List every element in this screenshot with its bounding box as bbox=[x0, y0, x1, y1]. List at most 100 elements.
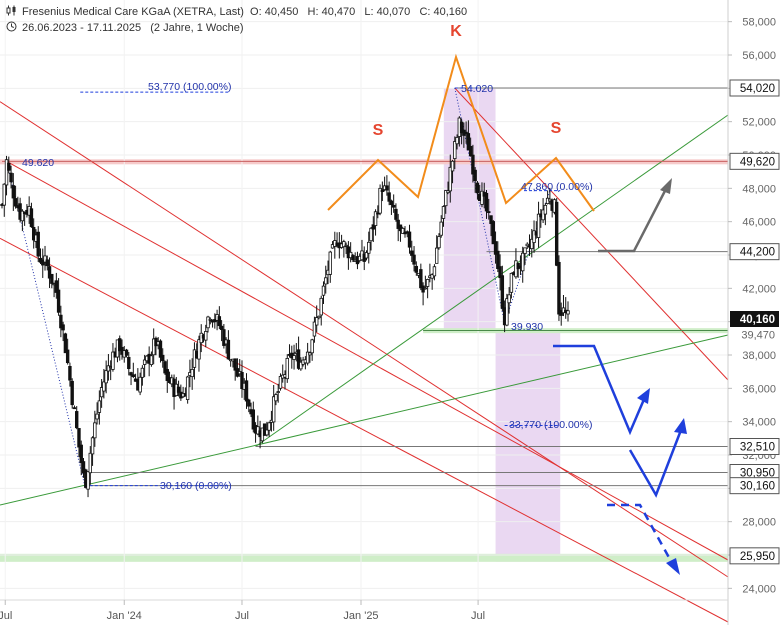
candle-body bbox=[493, 241, 498, 255]
candle-body bbox=[412, 254, 416, 265]
candle-body bbox=[4, 159, 9, 186]
candle-body bbox=[244, 380, 249, 402]
candle-body bbox=[9, 172, 13, 183]
date-range: 26.06.2023 - 17.11.2025 (2 Jahre, 1 Woch… bbox=[22, 22, 244, 34]
candle-body bbox=[373, 211, 378, 226]
candle-body bbox=[274, 394, 278, 402]
candle-body bbox=[251, 409, 256, 430]
candle-body bbox=[267, 422, 271, 431]
candle-body bbox=[54, 280, 59, 293]
red-channel-upper bbox=[0, 101, 729, 578]
label-peak-54020: 54.020 bbox=[461, 83, 493, 95]
trend-lines bbox=[0, 87, 729, 623]
x-tick-label-1: Jan '24 bbox=[107, 610, 142, 622]
candle-body bbox=[36, 231, 40, 257]
clock-icon bbox=[6, 21, 17, 32]
candle-body bbox=[344, 244, 348, 247]
candle-body bbox=[378, 187, 382, 214]
candle-body bbox=[525, 243, 529, 247]
last-price-box bbox=[730, 311, 779, 327]
candle-body bbox=[471, 154, 475, 175]
candle-body bbox=[394, 208, 398, 220]
candle-body bbox=[407, 231, 412, 248]
candle-body bbox=[410, 250, 414, 256]
candle-body bbox=[371, 224, 375, 230]
candle-body bbox=[43, 255, 47, 263]
candle-body bbox=[45, 259, 49, 267]
candle-body bbox=[206, 316, 210, 329]
label-high-47860: 47,860 (0.00%) bbox=[521, 181, 593, 193]
y-tick-label-17: 58,000 bbox=[742, 17, 776, 29]
candle-body bbox=[165, 369, 169, 381]
background-zones bbox=[0, 88, 780, 562]
y-tick-label-12: 48,000 bbox=[742, 183, 776, 195]
candle-body bbox=[475, 182, 480, 194]
chart-title: Fresenius Medical Care KGaA (XETRA, Last… bbox=[22, 6, 244, 18]
candle-body bbox=[176, 386, 181, 393]
level-label-1: 49,620 bbox=[740, 156, 775, 168]
head-shoulders-outline bbox=[327, 53, 595, 212]
label-target-33770: 33,770 (100.00%) bbox=[509, 419, 592, 431]
support-zone-bottom bbox=[0, 553, 780, 562]
candle-body bbox=[437, 236, 441, 249]
level-box-7 bbox=[729, 547, 780, 565]
candle-body bbox=[328, 251, 332, 275]
candle-body bbox=[398, 224, 403, 232]
green-uptrend-steep bbox=[255, 114, 729, 447]
candle-body bbox=[455, 137, 459, 145]
candle-body bbox=[543, 204, 548, 215]
candle-body bbox=[185, 376, 190, 400]
candle-body bbox=[68, 365, 72, 381]
candle-body bbox=[507, 294, 511, 304]
candle-body bbox=[7, 162, 11, 171]
candle-body bbox=[496, 250, 500, 269]
x-tick-label-3: Jan '25 bbox=[343, 610, 378, 622]
candle-body bbox=[86, 471, 90, 490]
blue-arrow-head-1 bbox=[637, 388, 650, 404]
candle-body bbox=[292, 355, 296, 360]
candle-body bbox=[414, 265, 419, 273]
candle-body bbox=[11, 185, 16, 199]
candle-body bbox=[450, 160, 455, 172]
level-label-7: 25,950 bbox=[740, 551, 775, 563]
candle-body bbox=[106, 365, 111, 372]
candle-body bbox=[509, 272, 514, 293]
candle-body bbox=[99, 387, 104, 398]
candle-body bbox=[523, 247, 527, 254]
candle-body bbox=[88, 452, 92, 474]
candle-body bbox=[41, 259, 45, 266]
candle-body bbox=[299, 361, 303, 370]
candle-body bbox=[192, 349, 197, 368]
level-box-4 bbox=[729, 438, 780, 455]
blue-arrow-head-3 bbox=[666, 558, 680, 575]
candle-body bbox=[217, 316, 222, 327]
ohlc-values: O: 40,450 H: 40,470 L: 40,070 C: 40,160 bbox=[250, 6, 468, 18]
candle-body bbox=[466, 133, 471, 151]
level-box-1 bbox=[729, 152, 780, 170]
candle-body bbox=[93, 422, 97, 439]
pattern-overlay bbox=[327, 53, 687, 575]
candle-body bbox=[142, 359, 147, 365]
candle-body bbox=[163, 361, 167, 374]
x-tick-label-2: Jul bbox=[235, 610, 249, 622]
candle-body bbox=[50, 273, 54, 284]
candle-body bbox=[385, 185, 389, 191]
gray-arrow-head bbox=[660, 178, 672, 194]
label-high-49620: 49.620 bbox=[22, 157, 54, 169]
candle-body bbox=[434, 247, 439, 264]
candle-body bbox=[127, 356, 131, 370]
candle-body bbox=[387, 192, 391, 202]
candle-body bbox=[271, 396, 276, 423]
candle-body bbox=[425, 279, 430, 287]
y-tick-label-5: 34,000 bbox=[742, 417, 776, 429]
last-price-label: 40,160 bbox=[740, 314, 775, 326]
candle-body bbox=[72, 407, 77, 410]
candle-body bbox=[389, 200, 394, 205]
candle-body bbox=[308, 352, 312, 356]
candle-body bbox=[319, 297, 323, 316]
candle-body bbox=[197, 339, 201, 360]
candle-body bbox=[530, 238, 534, 250]
label-low-39930: 39.930 bbox=[511, 321, 543, 333]
y-tick-label-11: 46,000 bbox=[742, 217, 776, 229]
